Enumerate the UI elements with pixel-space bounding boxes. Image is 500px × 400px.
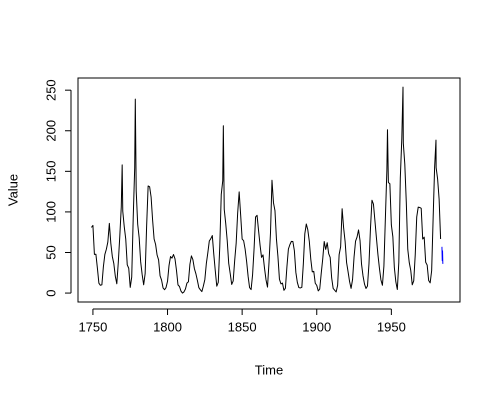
series-line (441, 246, 444, 264)
y-tick-label: 50 (43, 245, 58, 259)
plot-box (77, 77, 461, 303)
y-axis-label: Value (5, 174, 20, 206)
x-tick-label: 1750 (78, 319, 107, 334)
series-line (91, 86, 442, 294)
x-tick-label: 1850 (228, 319, 257, 334)
y-tick-label: 100 (43, 201, 58, 223)
y-tick-label: 200 (43, 120, 58, 142)
y-tick-label: 0 (43, 289, 58, 296)
x-axis-label: Time (255, 362, 283, 377)
x-tick-label: 1800 (153, 319, 182, 334)
y-tick-label: 150 (43, 160, 58, 182)
y-tick-label: 250 (43, 79, 58, 101)
x-tick-label: 1900 (302, 319, 331, 334)
x-tick-label: 1950 (377, 319, 406, 334)
